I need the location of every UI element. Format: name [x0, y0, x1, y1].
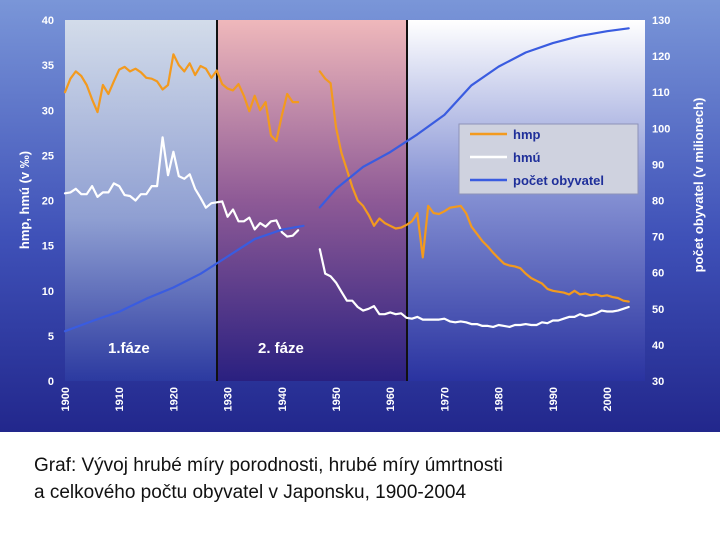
y-left-tick-0: 0 [48, 376, 54, 388]
y-right-tick-90: 90 [652, 159, 664, 171]
legend-label-hmu: hmú [513, 150, 541, 165]
x-tick-1960: 1960 [385, 387, 397, 411]
chart-caption: Graf: Vývoj hrubé míry porodnosti, hrubé… [34, 452, 679, 506]
y-left-tick-25: 25 [42, 150, 54, 162]
y-left-tick-40: 40 [42, 15, 54, 27]
caption-line-2: a celkového počtu obyvatel v Japonsku, 1… [34, 482, 467, 503]
y-left-tick-5: 5 [48, 331, 54, 343]
y-right-tick-120: 120 [652, 51, 670, 63]
legend-label-hmp: hmp [513, 127, 541, 142]
y-right-tick-70: 70 [652, 232, 664, 244]
y-right-tick-110: 110 [652, 87, 670, 99]
y-right-tick-50: 50 [652, 304, 664, 316]
y-right-tick-30: 30 [652, 376, 664, 388]
y-left-axis-title: hmp, hmú (v ‰) [17, 151, 32, 249]
x-tick-1920: 1920 [168, 387, 180, 411]
x-tick-1900: 1900 [60, 387, 72, 411]
x-tick-1970: 1970 [439, 387, 451, 411]
series-line-hmp-2 [318, 70, 630, 303]
x-tick-1980: 1980 [494, 387, 506, 411]
series-line-hmp-1 [63, 53, 300, 142]
x-tick-1910: 1910 [114, 387, 126, 411]
y-left-tick-30: 30 [42, 105, 54, 117]
x-tick-2000: 2000 [602, 387, 614, 411]
x-tick-1930: 1930 [223, 387, 235, 411]
chart-svg: 0 5 10 15 20 25 30 35 40 30 40 50 60 70 80 90 100 110 120… [0, 0, 720, 432]
y-right-tick-100: 100 [652, 123, 670, 135]
legend: hmp hmú počet obyvatel [458, 123, 639, 195]
series-line-pocet-obyvatel-2 [318, 27, 630, 209]
y-left-tick-20: 20 [42, 196, 54, 208]
series-line-pocet-obyvatel-1 [63, 224, 305, 333]
x-tick-1950: 1950 [331, 387, 343, 411]
chart-panel: 0 5 10 15 20 25 30 35 40 30 40 50 60 70 80 90 100 110 120… [0, 0, 720, 432]
phase-2-band [217, 20, 407, 381]
y-right-tick-60: 60 [652, 268, 664, 280]
y-right-tick-40: 40 [652, 340, 664, 352]
x-tick-1940: 1940 [277, 387, 289, 411]
caption-line-1: Graf: Vývoj hrubé míry porodnosti, hrubé… [34, 455, 503, 476]
legend-box [458, 123, 639, 195]
y-left-tick-10: 10 [42, 286, 54, 298]
phase-2-label: 2. fáze [258, 340, 304, 357]
legend-label-pocet: počet obyvatel [513, 173, 604, 188]
y-left-tick-35: 35 [42, 60, 54, 72]
x-tick-1990: 1990 [548, 387, 560, 411]
y-right-tick-80: 80 [652, 196, 664, 208]
y-right-axis-title: počet obyvatel (v milionech) [691, 98, 706, 273]
phase-1-label: 1.fáze [108, 340, 150, 357]
y-right-tick-130: 130 [652, 15, 670, 27]
y-left-tick-15: 15 [42, 241, 54, 253]
series-line-hmu-1 [63, 136, 300, 238]
series-line-hmu-2 [318, 248, 630, 328]
